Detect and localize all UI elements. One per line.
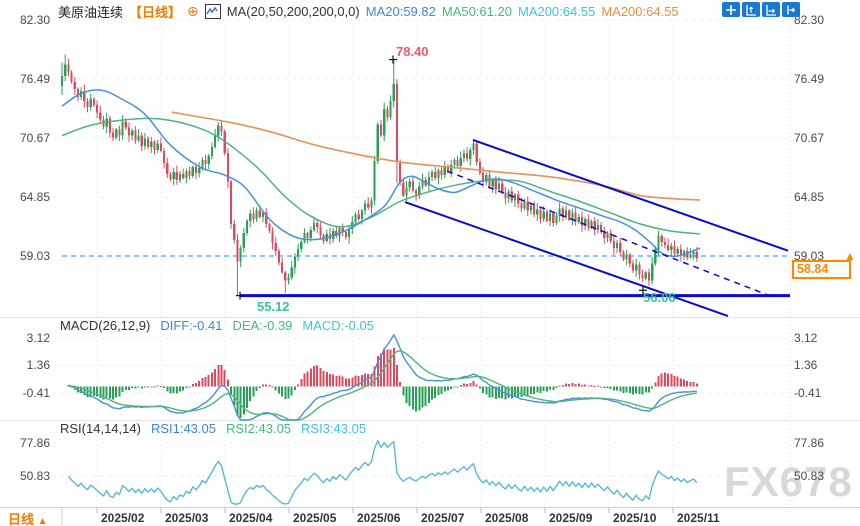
y-axis-label: 70.67 xyxy=(19,130,50,145)
y-axis-label: 76.49 xyxy=(19,71,50,86)
high-price-annotation: 78.40 xyxy=(396,44,429,59)
fx678-watermark: FX678 xyxy=(724,458,853,505)
rsi2-value: RSI2:43.05 xyxy=(225,421,292,436)
x-axis-label: 2025/06 xyxy=(357,511,401,525)
macd-macd-value: MACD:-0.05 xyxy=(302,318,374,333)
ma20-value: MA20:59.82 xyxy=(365,4,436,19)
y-axis-label: 64.85 xyxy=(19,189,50,204)
chart-header: 美原油连续 【日线】 ⊕ MA(20,50,200,200,0,0) MA20:… xyxy=(58,2,679,21)
macd-axis-label: 1.36 xyxy=(26,358,50,373)
october-low-annotation: 56.06 xyxy=(643,290,676,305)
y-axis-label: 70.67 xyxy=(794,130,825,145)
macd-axis-label: 1.36 xyxy=(794,358,818,373)
support-price-annotation: 55.12 xyxy=(257,299,290,314)
macd-axis-label: -0.41 xyxy=(794,385,822,400)
rsi3-value: RSI3:43.05 xyxy=(301,421,367,436)
scale-x-axis-icon[interactable] xyxy=(762,2,780,17)
macd-params[interactable]: MACD(26,12,9) xyxy=(60,318,151,333)
x-axis-label: 2025/09 xyxy=(549,511,593,525)
ma50-value: MA50:61.20 xyxy=(441,4,512,19)
move-crosshair-icon[interactable] xyxy=(722,2,740,17)
rsi-axis-label: 50.83 xyxy=(794,469,825,483)
x-axis-label: 2025/11 xyxy=(677,511,720,525)
y-axis-label: 64.85 xyxy=(794,189,825,204)
ma200-value-1: MA200:64.55 xyxy=(517,4,596,19)
rsi1-value: RSI1:43.05 xyxy=(150,421,216,436)
macd-panel-title: MACD(26,12,9) DIFF:-0.41 DEA:-0.39 MACD:… xyxy=(60,318,374,333)
ma200-value-2: MA200:64.55 xyxy=(601,4,679,19)
period-label[interactable]: 日线 xyxy=(8,512,35,526)
symbol-name: 美原油连续 xyxy=(58,5,124,20)
y-axis-label: 82.30 xyxy=(794,13,825,27)
x-axis-label: 2025/08 xyxy=(485,511,529,525)
x-axis-label: 2025/02 xyxy=(101,511,145,525)
last-price-badge: 58.84 xyxy=(792,260,851,279)
rsi-axis-label: 77.86 xyxy=(794,435,825,450)
x-axis-label: 2025/05 xyxy=(293,511,337,525)
rsi-axis-label: 50.83 xyxy=(19,469,50,483)
macd-axis-label: -0.41 xyxy=(22,385,50,400)
rsi-axis-label: 77.86 xyxy=(19,435,50,450)
period-up-arrow-icon: ▲ xyxy=(37,516,48,526)
x-axis-label: 2025/10 xyxy=(613,511,657,525)
period-selector[interactable]: 日线 ▲ xyxy=(8,509,48,526)
price-up-arrow-icon: ▲ xyxy=(844,249,856,263)
y-axis-label: 76.49 xyxy=(794,71,825,86)
macd-axis-label: 3.12 xyxy=(794,331,818,346)
y-axis-label: 59.03 xyxy=(19,248,50,263)
rsi-panel-title: RSI(14,14,14) RSI1:43.05 RSI2:43.05 RSI3… xyxy=(60,421,366,436)
macd-dea-value: DEA:-0.39 xyxy=(232,318,293,333)
add-indicator-icon[interactable]: ⊕ xyxy=(187,3,199,19)
rsi-params[interactable]: RSI(14,14,14) xyxy=(60,421,141,436)
ma-settings[interactable]: MA(20,50,200,200,0,0) xyxy=(226,4,360,19)
pan-right-icon[interactable] xyxy=(782,2,800,17)
chart-toolbar xyxy=(722,2,800,17)
period-tag[interactable]: 【日线】 xyxy=(129,5,182,20)
x-axis-label: 2025/03 xyxy=(165,511,209,525)
x-axis-label: 2025/07 xyxy=(421,511,465,525)
y-axis-label: 59.03 xyxy=(794,248,825,263)
y-axis-label: 82.30 xyxy=(19,13,50,27)
scale-y-axis-icon[interactable] xyxy=(742,2,760,17)
x-axis-label: 2025/04 xyxy=(229,511,273,525)
ma-chart-icon[interactable] xyxy=(204,4,221,19)
macd-axis-label: 3.12 xyxy=(26,331,50,346)
macd-diff-value: DIFF:-0.41 xyxy=(160,318,223,333)
